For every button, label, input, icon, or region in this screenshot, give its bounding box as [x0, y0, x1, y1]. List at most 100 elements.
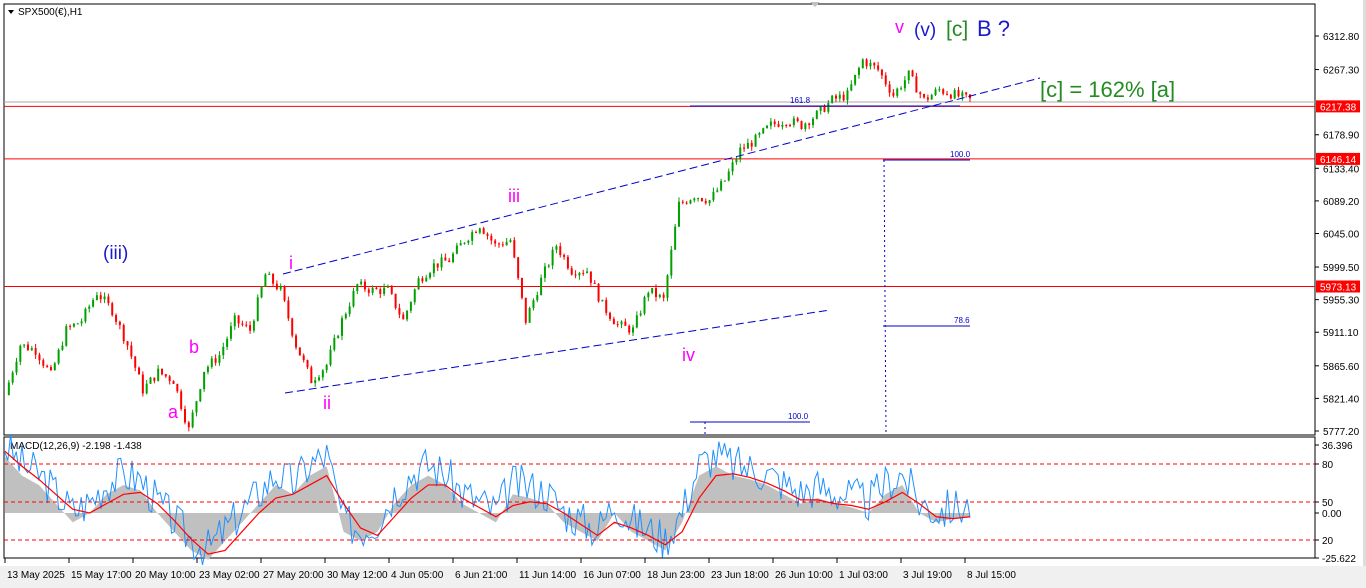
candle	[30, 348, 33, 351]
candle	[796, 118, 799, 122]
candle	[570, 268, 573, 275]
candle	[823, 106, 826, 112]
time-axis-label: 6 Jun 21:00	[455, 570, 508, 581]
price-tag-label: 5973.13	[1320, 282, 1357, 293]
candle	[505, 241, 508, 246]
time-axis-label: 4 Jun 05:00	[391, 570, 444, 581]
candle	[586, 271, 589, 274]
candle	[509, 240, 512, 242]
candle	[880, 69, 883, 76]
candle	[333, 338, 336, 350]
candle	[356, 284, 359, 291]
macd-axis-label: 80	[1322, 460, 1334, 471]
candle	[252, 320, 255, 331]
wave-label: B ?	[977, 16, 1010, 41]
candle	[126, 341, 129, 346]
price-tag	[1316, 280, 1360, 293]
candle	[582, 272, 585, 274]
candle	[115, 315, 118, 322]
dropdown-icon[interactable]	[8, 10, 14, 14]
price-axis-label: 5865.60	[1323, 362, 1360, 373]
wave-label: [c]	[946, 18, 968, 41]
candle	[34, 348, 37, 355]
candle	[651, 288, 654, 293]
candle	[800, 121, 803, 129]
candle	[107, 296, 110, 304]
candle	[203, 371, 206, 390]
scrollbar[interactable]	[1363, 0, 1366, 588]
candle	[23, 344, 26, 346]
candle	[260, 286, 263, 298]
candle	[949, 94, 952, 99]
price-axis-label: 5777.20	[1323, 427, 1360, 438]
candle	[953, 90, 956, 99]
candle	[654, 288, 657, 297]
candle	[452, 253, 455, 263]
candle	[38, 354, 41, 361]
candle	[61, 345, 64, 350]
time-axis-label: 27 May 20:00	[263, 570, 324, 581]
candle	[566, 256, 569, 269]
candle	[501, 244, 504, 246]
fib-label: 78.6	[954, 316, 970, 325]
candle	[777, 124, 780, 127]
candle	[869, 62, 872, 67]
candle	[42, 360, 45, 366]
candle	[781, 124, 784, 127]
fib-label: 161.8	[790, 96, 811, 105]
candle	[455, 245, 458, 254]
macd-axis-label: 36.396	[1322, 441, 1353, 452]
candle	[482, 228, 485, 234]
candle	[149, 377, 152, 384]
candle	[99, 295, 102, 300]
candle	[605, 299, 608, 313]
candle	[237, 315, 240, 324]
candle	[172, 381, 175, 384]
candle	[766, 125, 769, 129]
candle	[245, 324, 248, 326]
candle	[298, 347, 301, 356]
candle	[838, 94, 841, 99]
candle	[946, 93, 949, 95]
candle	[900, 88, 903, 90]
candle	[731, 162, 734, 172]
candle	[145, 383, 148, 394]
candle	[961, 92, 964, 97]
candle	[76, 323, 79, 325]
candle	[46, 365, 49, 368]
candle	[272, 273, 275, 284]
price-axis-label: 5821.40	[1323, 394, 1360, 405]
candle	[49, 367, 52, 371]
macd-axis-label: 20	[1322, 536, 1334, 547]
candle	[15, 361, 18, 373]
candle	[138, 367, 141, 375]
candle	[226, 338, 229, 347]
candle	[256, 297, 259, 321]
lower-trendline[interactable]	[284, 309, 831, 394]
candle	[639, 313, 642, 316]
price-tag-label: 6217.38	[1320, 102, 1357, 113]
macd-axis-label: 0.00	[1322, 509, 1342, 520]
wave-label: iii	[508, 186, 520, 206]
candle	[559, 246, 562, 255]
candle	[743, 147, 746, 149]
candle	[268, 273, 271, 275]
candle	[762, 128, 765, 134]
candle	[723, 180, 726, 182]
candle	[459, 243, 462, 246]
candle	[513, 240, 516, 258]
candle	[233, 315, 236, 327]
shift-marker-icon[interactable]	[810, 2, 820, 7]
time-axis-label: 11 Jun 14:00	[519, 570, 577, 581]
main-pane	[3, 3, 1316, 436]
candle	[241, 323, 244, 325]
time-axis-label: 15 May 17:00	[71, 570, 132, 581]
candle	[934, 89, 937, 95]
upper-trendline[interactable]	[282, 77, 1041, 275]
candle	[321, 370, 324, 378]
candle	[19, 345, 22, 362]
candle	[540, 277, 543, 296]
candle	[700, 198, 703, 202]
